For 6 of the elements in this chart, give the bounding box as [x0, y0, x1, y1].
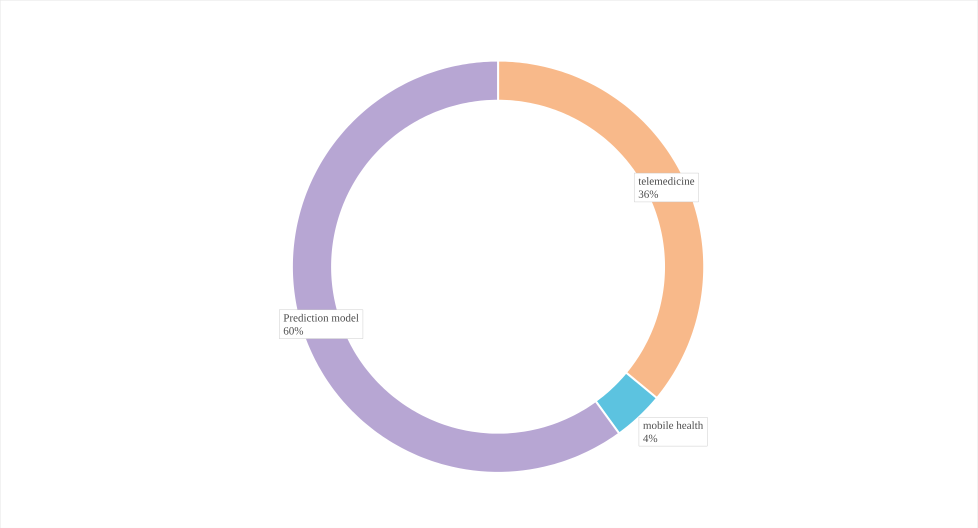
slice-label: telemedicine — [638, 176, 694, 185]
slice-label: Prediction model — [284, 314, 359, 322]
data-label: 60% — [284, 326, 304, 334]
data-label: 36% — [638, 190, 658, 198]
slice-label: mobile health — [643, 421, 704, 429]
data-label: 4% — [643, 434, 658, 442]
